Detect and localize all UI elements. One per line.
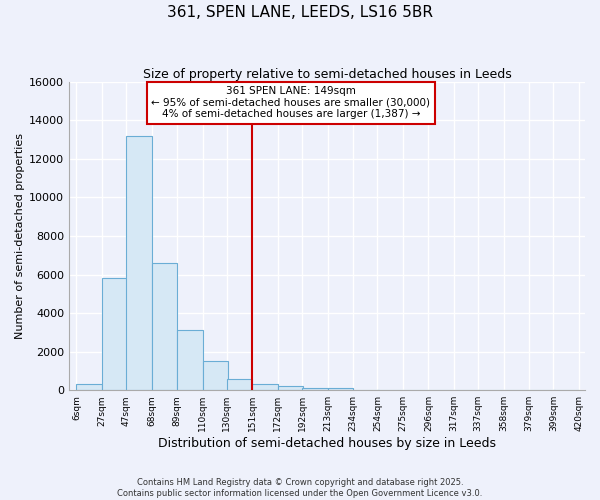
Text: 361 SPEN LANE: 149sqm
← 95% of semi-detached houses are smaller (30,000)
4% of s: 361 SPEN LANE: 149sqm ← 95% of semi-deta… bbox=[151, 86, 430, 120]
Text: Contains HM Land Registry data © Crown copyright and database right 2025.
Contai: Contains HM Land Registry data © Crown c… bbox=[118, 478, 482, 498]
Y-axis label: Number of semi-detached properties: Number of semi-detached properties bbox=[15, 133, 25, 339]
X-axis label: Distribution of semi-detached houses by size in Leeds: Distribution of semi-detached houses by … bbox=[158, 437, 496, 450]
Bar bbox=[302, 388, 328, 390]
Bar bbox=[102, 278, 127, 390]
Title: Size of property relative to semi-detached houses in Leeds: Size of property relative to semi-detach… bbox=[143, 68, 511, 80]
Bar bbox=[278, 386, 304, 390]
Text: 361, SPEN LANE, LEEDS, LS16 5BR: 361, SPEN LANE, LEEDS, LS16 5BR bbox=[167, 5, 433, 20]
Bar bbox=[76, 384, 102, 390]
Bar bbox=[253, 384, 278, 390]
Bar bbox=[152, 263, 177, 390]
Bar bbox=[177, 330, 203, 390]
Bar bbox=[203, 362, 228, 390]
Bar bbox=[328, 388, 353, 390]
Bar bbox=[227, 378, 253, 390]
Bar bbox=[126, 136, 152, 390]
